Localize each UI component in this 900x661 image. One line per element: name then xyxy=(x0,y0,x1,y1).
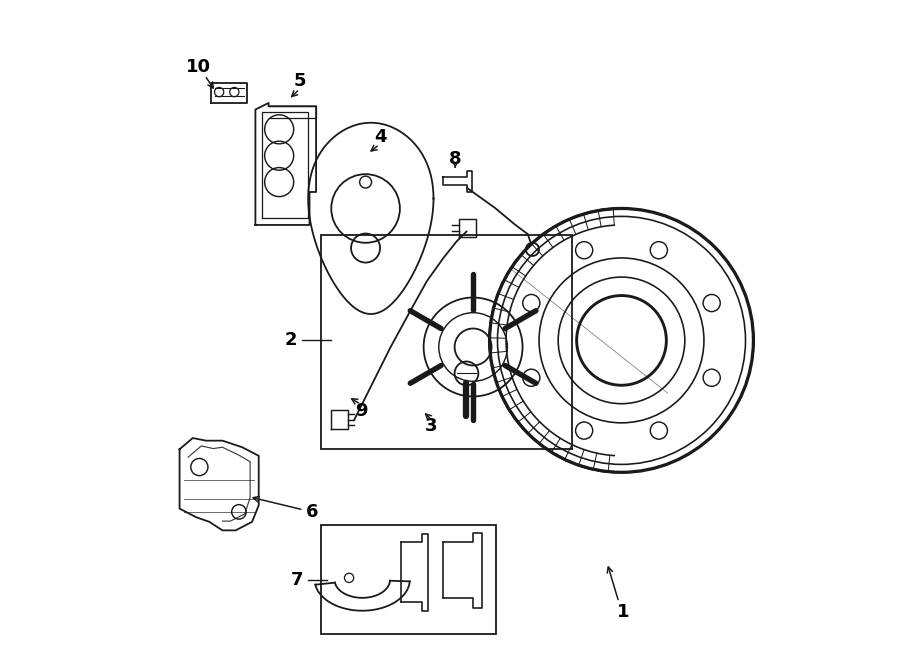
Bar xyxy=(321,235,572,449)
Text: 10: 10 xyxy=(185,58,211,75)
Text: 6: 6 xyxy=(306,503,319,521)
Text: 2: 2 xyxy=(284,331,297,350)
Text: 4: 4 xyxy=(374,128,387,146)
Text: 5: 5 xyxy=(293,72,306,90)
Text: 3: 3 xyxy=(426,417,437,435)
Text: 9: 9 xyxy=(355,402,367,420)
Bar xyxy=(321,525,496,634)
Text: 8: 8 xyxy=(449,150,462,168)
Text: 7: 7 xyxy=(291,571,303,589)
Text: 1: 1 xyxy=(616,603,629,621)
